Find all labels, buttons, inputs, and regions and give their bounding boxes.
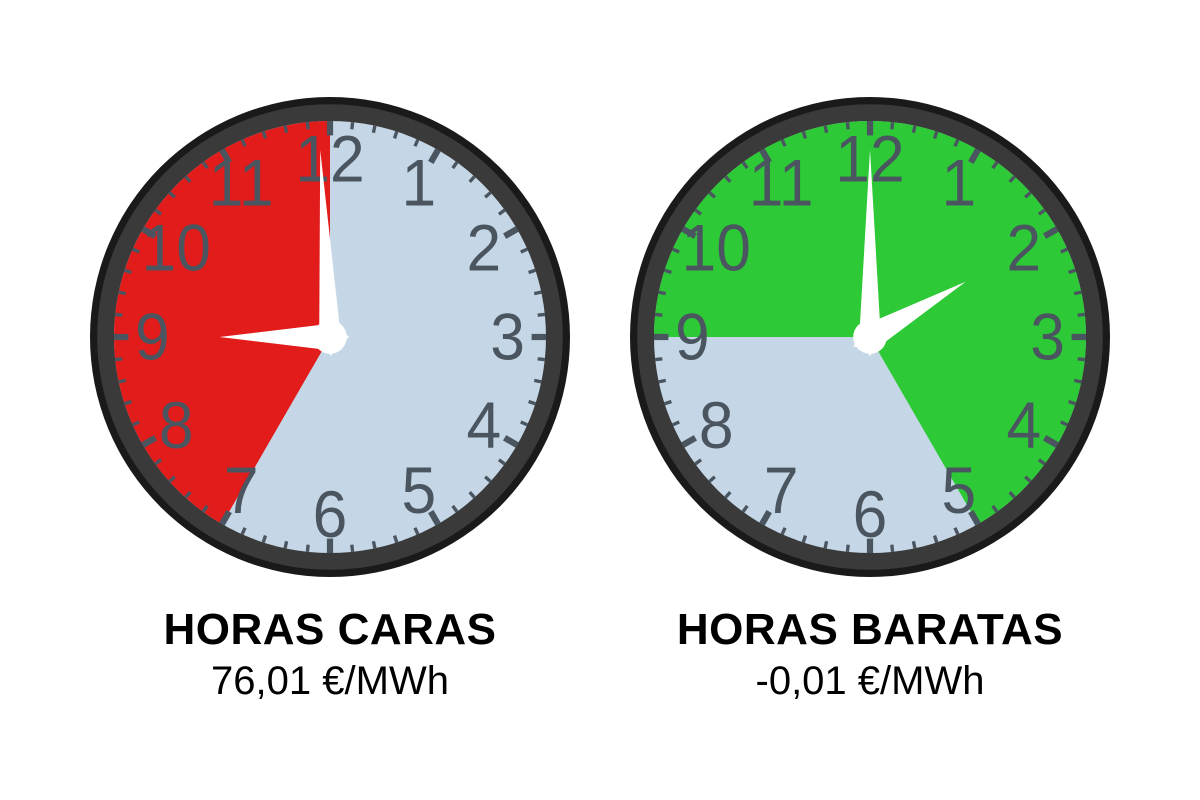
svg-text:6: 6: [313, 477, 348, 551]
svg-text:7: 7: [764, 453, 799, 527]
svg-text:1: 1: [401, 146, 436, 220]
svg-text:11: 11: [209, 146, 274, 220]
svg-text:10: 10: [681, 211, 750, 285]
svg-text:9: 9: [135, 299, 170, 373]
svg-text:7: 7: [224, 453, 259, 527]
cheap-title: HORAS BARATAS: [677, 605, 1063, 655]
svg-text:3: 3: [490, 299, 525, 373]
svg-text:8: 8: [159, 388, 194, 462]
expensive-hours-panel: 12 12 3 45678 9 1011 HORAS CARAS 76,01 €/MWh: [90, 97, 570, 704]
svg-text:9: 9: [675, 299, 710, 373]
svg-text:5: 5: [401, 453, 436, 527]
expensive-clock: 12 12 3 45678 9 1011: [90, 97, 570, 577]
cheap-clock: 121234567891011: [630, 97, 1110, 577]
svg-text:4: 4: [1006, 388, 1041, 462]
svg-text:3: 3: [1030, 299, 1065, 373]
svg-text:5: 5: [941, 453, 976, 527]
svg-text:2: 2: [466, 211, 501, 285]
cheap-price: -0,01 €/MWh: [677, 659, 1063, 704]
svg-text:1: 1: [941, 146, 976, 220]
cheap-hours-panel: 121234567891011 HORAS BARATAS -0,01 €/MW…: [630, 97, 1110, 704]
svg-text:8: 8: [699, 388, 734, 462]
cheap-clock-svg: 121234567891011: [630, 97, 1110, 577]
cheap-caption: HORAS BARATAS -0,01 €/MWh: [677, 605, 1063, 704]
expensive-price: 76,01 €/MWh: [163, 659, 496, 704]
svg-text:11: 11: [749, 146, 814, 220]
svg-text:4: 4: [466, 388, 501, 462]
expensive-caption: HORAS CARAS 76,01 €/MWh: [163, 605, 496, 704]
svg-text:10: 10: [141, 211, 210, 285]
expensive-title: HORAS CARAS: [163, 605, 496, 655]
expensive-clock-svg: 12 12 3 45678 9 1011: [90, 97, 570, 577]
svg-text:12: 12: [295, 122, 364, 196]
svg-text:2: 2: [1006, 211, 1041, 285]
svg-text:6: 6: [853, 477, 888, 551]
